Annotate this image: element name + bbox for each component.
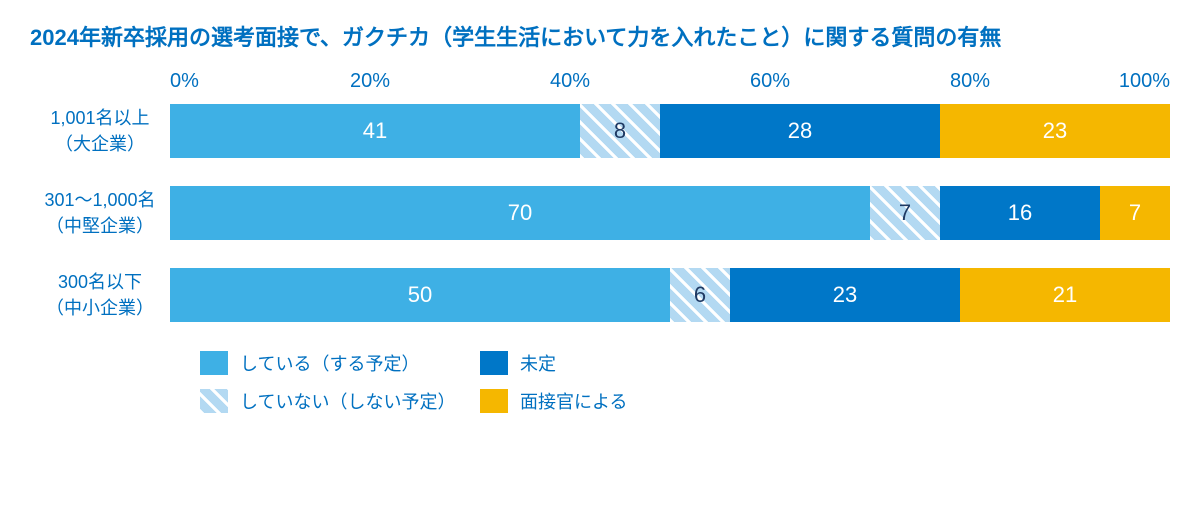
bar-segment-not_doing: 6 bbox=[670, 268, 730, 322]
legend-swatch bbox=[480, 351, 508, 375]
axis-tick: 80% bbox=[950, 70, 990, 93]
axis-tick: 60% bbox=[750, 70, 790, 93]
bar-segment-depends: 21 bbox=[960, 268, 1170, 322]
axis-tick: 20% bbox=[350, 70, 390, 93]
category-label-line2: （大企業） bbox=[30, 131, 170, 157]
bars-container: 1,001名以上（大企業）4182823301～1,000名（中堅企業）7071… bbox=[30, 104, 1170, 322]
legend-swatch bbox=[200, 389, 228, 413]
bar-track: 5062321 bbox=[170, 268, 1170, 322]
bar-segment-undecided: 28 bbox=[660, 104, 940, 158]
y-label-spacer bbox=[30, 70, 170, 98]
bar-row: 1,001名以上（大企業）4182823 bbox=[30, 104, 1170, 158]
legend-item-not_doing: していない（しない予定） bbox=[200, 388, 460, 414]
legend-label: 面接官による bbox=[520, 388, 627, 414]
bar-segment-doing: 70 bbox=[170, 186, 870, 240]
category-label-line2: （中小企業） bbox=[30, 295, 170, 321]
category-label: 301～1,000名（中堅企業） bbox=[30, 187, 170, 239]
chart-title: 2024年新卒採用の選考面接で、ガクチカ（学生生活において力を入れたこと）に関す… bbox=[30, 20, 1170, 52]
category-label: 1,001名以上（大企業） bbox=[30, 105, 170, 157]
category-label-line2: （中堅企業） bbox=[30, 213, 170, 239]
bar-row: 301～1,000名（中堅企業）707167 bbox=[30, 186, 1170, 240]
legend-item-depends: 面接官による bbox=[480, 388, 740, 414]
axis-tick: 40% bbox=[550, 70, 590, 93]
bar-segment-not_doing: 8 bbox=[580, 104, 660, 158]
axis-tick: 0% bbox=[170, 70, 199, 93]
bar-segment-not_doing: 7 bbox=[870, 186, 940, 240]
bar-track: 4182823 bbox=[170, 104, 1170, 158]
bar-segment-undecided: 16 bbox=[940, 186, 1100, 240]
legend-swatch bbox=[200, 351, 228, 375]
axis-tick: 100% bbox=[1119, 70, 1170, 93]
legend: している（する予定） 未定していない（しない予定） 面接官による bbox=[200, 350, 1170, 414]
legend-item-undecided: 未定 bbox=[480, 350, 740, 376]
bar-segment-depends: 7 bbox=[1100, 186, 1170, 240]
bar-row: 300名以下（中小企業）5062321 bbox=[30, 268, 1170, 322]
bar-segment-doing: 50 bbox=[170, 268, 670, 322]
legend-label: 未定 bbox=[520, 350, 556, 376]
bar-segment-depends: 23 bbox=[940, 104, 1170, 158]
category-label-line1: 300名以下 bbox=[30, 269, 170, 295]
legend-label: していない（しない予定） bbox=[240, 388, 455, 414]
bar-track: 707167 bbox=[170, 186, 1170, 240]
legend-swatch bbox=[480, 389, 508, 413]
category-label: 300名以下（中小企業） bbox=[30, 269, 170, 321]
x-axis: 0% 20% 40% 60% 80% 100% bbox=[170, 70, 1170, 98]
bar-segment-undecided: 23 bbox=[730, 268, 960, 322]
legend-label: している（する予定） bbox=[240, 350, 419, 376]
bar-segment-doing: 41 bbox=[170, 104, 580, 158]
legend-item-doing: している（する予定） bbox=[200, 350, 460, 376]
chart-area: 0% 20% 40% 60% 80% 100% bbox=[30, 70, 1170, 98]
category-label-line1: 1,001名以上 bbox=[30, 105, 170, 131]
category-label-line1: 301～1,000名 bbox=[30, 187, 170, 213]
